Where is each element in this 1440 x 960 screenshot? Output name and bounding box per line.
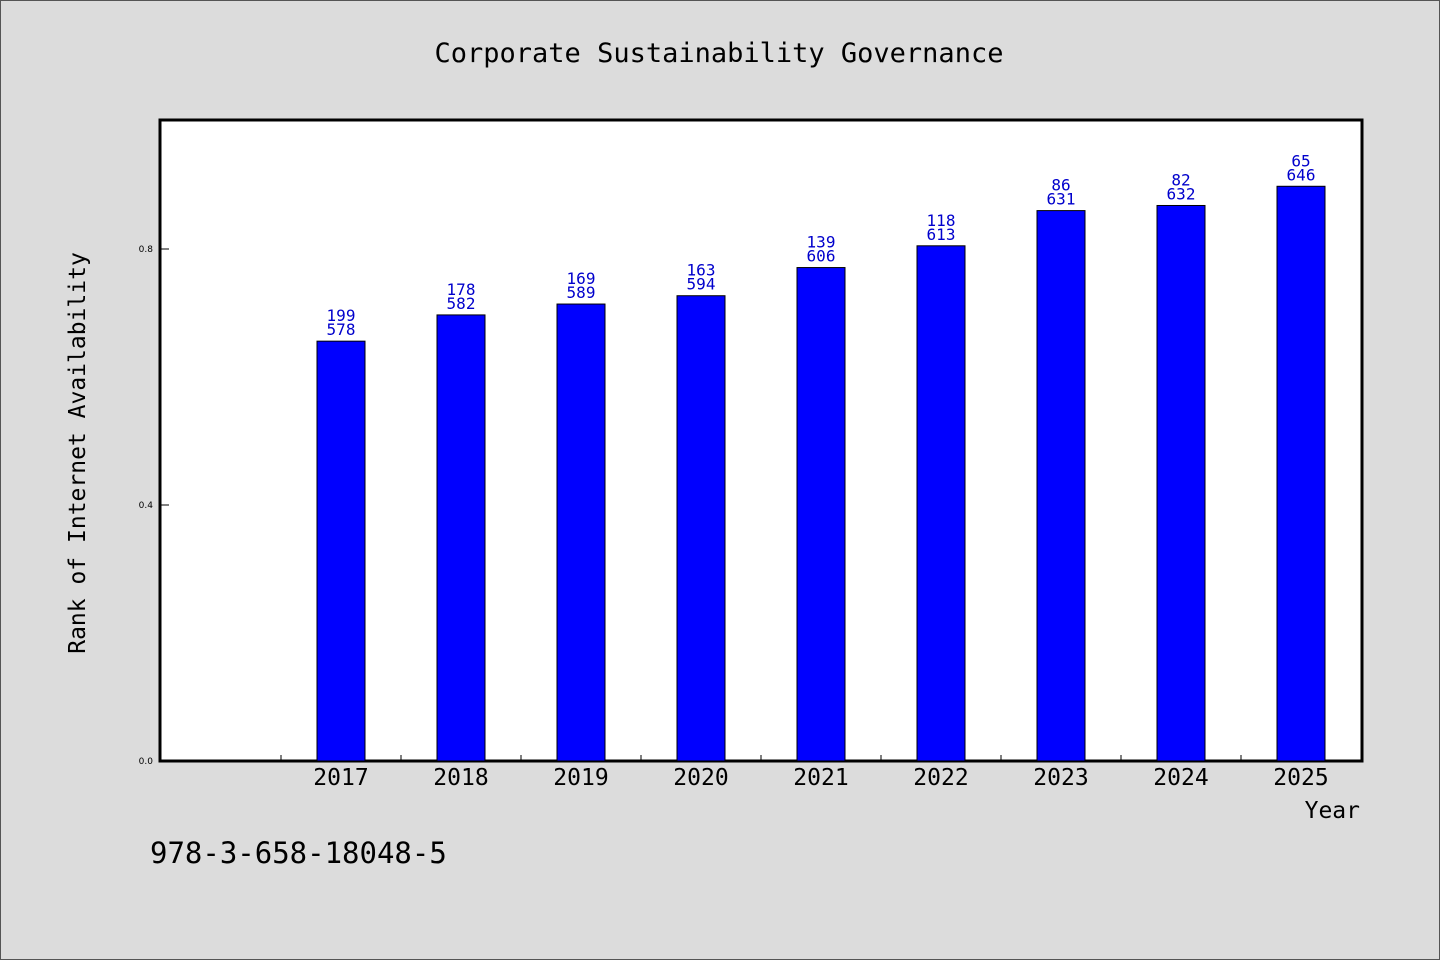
bar-2022: [916, 245, 966, 762]
data-label-top: 169: [567, 269, 596, 288]
y-axis: 0.0 0.4 0.8: [139, 245, 169, 767]
x-axis: 2017 2018 2019 2020 2021 2022 2023 2024 2025: [280, 755, 1362, 791]
data-label-bottom: 631: [1047, 190, 1076, 209]
bar-2023: [1036, 210, 1086, 762]
data-label-bottom: 594: [687, 275, 716, 294]
bar-2021: [796, 267, 846, 762]
bar-2020: [676, 295, 726, 762]
bar-2019: [556, 303, 606, 762]
data-labels: 1995781785821695891635941396061186138663…: [327, 151, 1316, 339]
footer-code: 978-3-658-18048-5: [150, 836, 447, 870]
y-axis-label: Rank of Internet Availability: [65, 252, 91, 654]
data-label-top: 82: [1171, 170, 1190, 189]
data-label-bottom: 578: [327, 320, 356, 339]
x-tick-label: 2018: [433, 765, 488, 791]
data-label-top: 118: [927, 211, 956, 230]
y-tick-label: 0.4: [139, 501, 154, 511]
bar-2018: [436, 314, 486, 762]
data-label-top: 139: [807, 233, 836, 252]
x-tick-label: 2023: [1033, 765, 1088, 791]
y-tick-label: 0.0: [139, 757, 154, 767]
data-label-top: 65: [1291, 151, 1310, 170]
data-label-top: 163: [687, 261, 716, 280]
data-label-top: 199: [327, 306, 356, 325]
x-axis-label: Year: [1305, 798, 1360, 824]
bar-2024: [1156, 204, 1206, 762]
x-tick-label: 2021: [793, 765, 848, 791]
y-tick-label: 0.8: [139, 245, 154, 255]
x-tick-label: 2024: [1153, 765, 1208, 791]
x-tick-label: 2020: [673, 765, 728, 791]
data-label-bottom: 589: [567, 283, 596, 302]
bar-2025: [1276, 185, 1326, 762]
x-tick-label: 2022: [913, 765, 968, 791]
bar-2017: [316, 340, 366, 762]
data-label-bottom: 606: [807, 247, 836, 266]
data-label-bottom: 613: [927, 225, 956, 244]
x-tick-label: 2019: [553, 765, 608, 791]
x-tick-label: 2025: [1273, 765, 1328, 791]
data-label-bottom: 646: [1287, 165, 1316, 184]
bar-series: [316, 185, 1326, 762]
data-label-bottom: 632: [1167, 184, 1196, 203]
data-label-bottom: 582: [447, 294, 476, 313]
x-tick-label: 2017: [313, 765, 368, 791]
data-label-top: 86: [1051, 176, 1070, 195]
data-label-top: 178: [447, 280, 476, 299]
chart-title: Corporate Sustainability Governance: [435, 38, 1004, 69]
